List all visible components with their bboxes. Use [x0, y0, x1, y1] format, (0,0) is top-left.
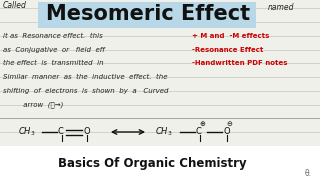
Text: ⊕: ⊕: [199, 121, 205, 127]
Text: shifting  of  electrons  is  shown  by  a   Curved: shifting of electrons is shown by a Curv…: [3, 88, 169, 94]
FancyBboxPatch shape: [0, 146, 320, 180]
Text: ⊖: ⊖: [226, 121, 232, 127]
Text: $CH_3$: $CH_3$: [18, 126, 36, 138]
Text: C: C: [196, 127, 202, 136]
Text: Mesomeric Effect: Mesomeric Effect: [46, 4, 250, 24]
Text: named: named: [268, 3, 294, 12]
Text: -Resonance Effect: -Resonance Effect: [192, 47, 263, 53]
FancyBboxPatch shape: [38, 2, 256, 28]
Text: $CH_3$: $CH_3$: [155, 126, 172, 138]
Text: Called: Called: [3, 1, 27, 10]
Text: it as  Resonance effect.  this: it as Resonance effect. this: [3, 33, 103, 39]
Text: as  Conjugative  or   field  eff: as Conjugative or field eff: [3, 47, 105, 53]
Text: θ.: θ.: [305, 170, 311, 179]
Text: Similar  manner  as  the  inductive  effect.  the: Similar manner as the inductive effect. …: [3, 74, 167, 80]
Text: -Handwritten PDF notes: -Handwritten PDF notes: [192, 60, 287, 66]
Text: Basics Of Organic Chemistry: Basics Of Organic Chemistry: [58, 156, 246, 170]
Text: O: O: [83, 127, 90, 136]
Text: + M and  -M effects: + M and -M effects: [192, 33, 269, 39]
Text: the effect  is  transmitted  in: the effect is transmitted in: [3, 60, 104, 66]
Text: C: C: [58, 127, 64, 136]
Text: O: O: [223, 127, 230, 136]
Text: arrow  (⌣→): arrow (⌣→): [3, 102, 63, 108]
